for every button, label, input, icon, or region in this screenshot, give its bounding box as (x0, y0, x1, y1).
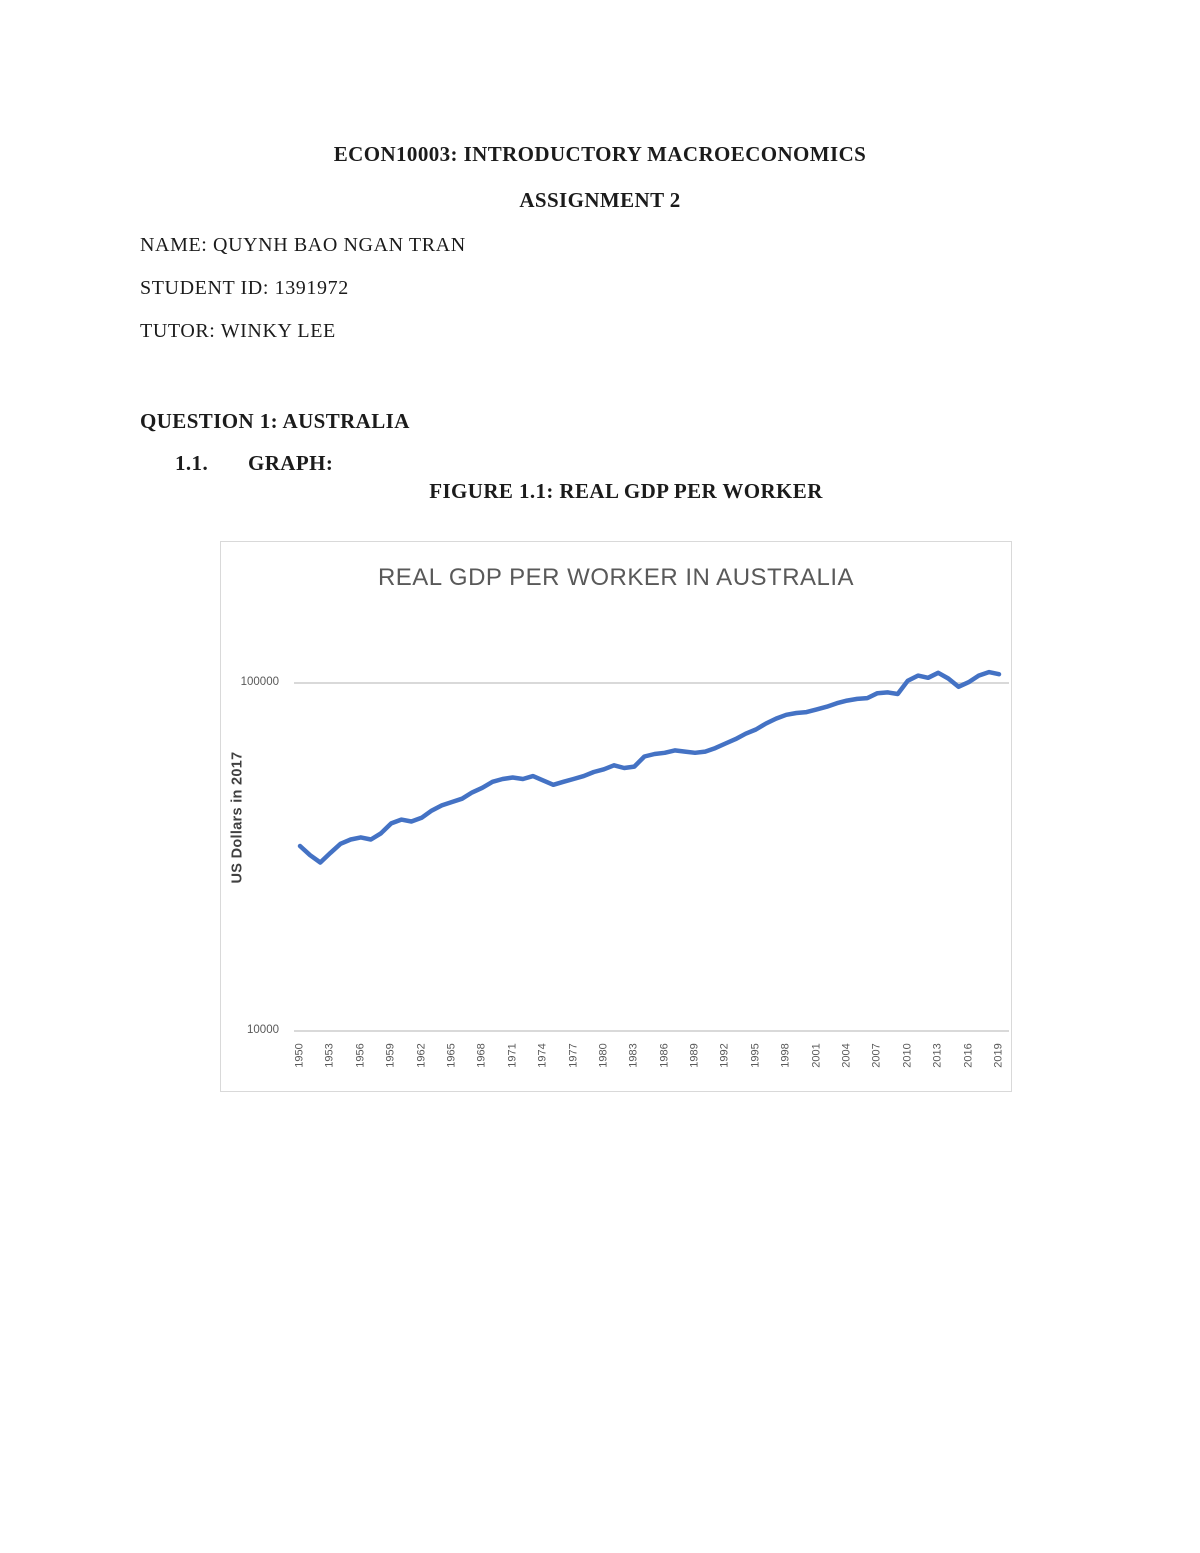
figure-caption: FIGURE 1.1: REAL GDP PER WORKER (429, 479, 823, 503)
chart-title: REAL GDP PER WORKER IN AUSTRALIA (377, 564, 855, 591)
x-axis-tick-label: 2013 (931, 1043, 944, 1068)
y-axis-tick-label: 10000 (247, 1024, 279, 1036)
student-id-line: STUDENT ID: 1391972 (140, 277, 349, 299)
x-axis-tick-label: 1983 (627, 1043, 640, 1068)
gdp-line-series (297, 669, 1002, 865)
x-axis-tick-label: 1950 (293, 1043, 306, 1068)
x-axis-tick-label: 1977 (567, 1043, 580, 1068)
assignment-title: ASSIGNMENT 2 (519, 188, 681, 212)
gridline-100000 (294, 682, 1009, 684)
x-axis-tick-label: 2016 (962, 1043, 975, 1068)
x-axis-tick-label: 1959 (384, 1043, 397, 1068)
gdp-line (297, 669, 1002, 865)
x-axis-tick-label: 1998 (779, 1043, 792, 1068)
x-axis-tick-label: 2007 (870, 1043, 883, 1068)
x-axis-tick-label: 1953 (323, 1043, 336, 1068)
tutor-line: TUTOR: WINKY LEE (140, 320, 336, 342)
x-axis-tick-label: 1971 (506, 1043, 519, 1068)
x-axis-tick-label: 2019 (992, 1043, 1005, 1068)
x-axis-tick-label: 1974 (536, 1043, 549, 1068)
x-axis-tick-label: 1989 (688, 1043, 701, 1068)
x-axis-tick-label: 1965 (445, 1043, 458, 1068)
x-axis-tick-label: 1992 (718, 1043, 731, 1068)
y-axis-tick-label: 100000 (240, 676, 279, 688)
gridline-10000 (294, 1030, 1009, 1032)
list-label: GRAPH: (248, 451, 334, 475)
x-axis-tick-label: 1995 (749, 1043, 762, 1068)
student-name-line: NAME: QUYNH BAO NGAN TRAN (140, 234, 466, 256)
x-axis-tick-label: 1986 (658, 1043, 671, 1068)
x-axis-tick-label: 2004 (840, 1043, 853, 1068)
x-axis-tick-label: 1980 (597, 1043, 610, 1068)
x-axis-tick-label: 2010 (901, 1043, 914, 1068)
course-title: ECON10003: INTRODUCTORY MACROECONOMICS (333, 142, 867, 166)
x-axis-tick-label: 1956 (354, 1043, 367, 1068)
figure-chart: REAL GDP PER WORKER IN AUSTRALIA US Doll… (220, 541, 1012, 1092)
list-number: 1.1. (175, 451, 209, 475)
x-axis-tick-label: 1962 (415, 1043, 428, 1068)
x-axis-tick-label: 2001 (810, 1043, 823, 1068)
question-heading: QUESTION 1: AUSTRALIA (140, 409, 410, 433)
x-axis-tick-label: 1968 (475, 1043, 488, 1068)
